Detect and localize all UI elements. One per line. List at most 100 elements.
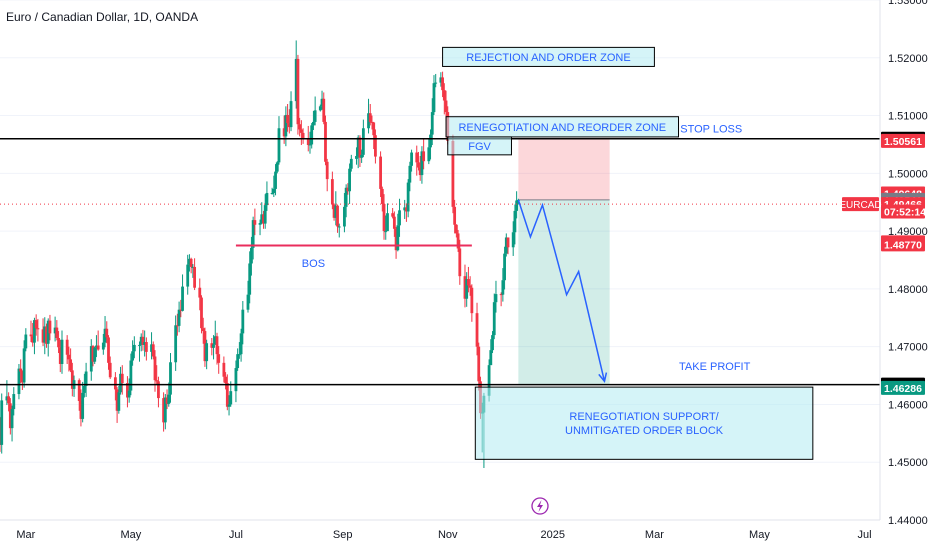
candle[interactable]: [181, 274, 184, 312]
candle[interactable]: [360, 149, 364, 163]
candle[interactable]: [179, 299, 183, 318]
candle[interactable]: [175, 313, 179, 336]
candle[interactable]: [227, 395, 231, 416]
candle[interactable]: [272, 175, 276, 198]
zone-box[interactable]: RENEGOTIATION AND REORDER ZONE: [445, 116, 680, 138]
candle[interactable]: [403, 199, 407, 219]
candle[interactable]: [203, 327, 207, 367]
candle[interactable]: [477, 342, 481, 391]
candle[interactable]: [322, 92, 326, 125]
candle[interactable]: [504, 233, 508, 257]
candle[interactable]: [284, 106, 288, 147]
candle[interactable]: [406, 179, 410, 218]
candle[interactable]: [275, 161, 279, 174]
target-zone[interactable]: [518, 199, 610, 385]
candle[interactable]: [69, 348, 73, 373]
candle[interactable]: [468, 276, 472, 296]
stop-zone[interactable]: [518, 139, 610, 200]
candle[interactable]: [310, 123, 314, 149]
candle[interactable]: [24, 328, 28, 352]
candle[interactable]: [193, 258, 196, 291]
zone-rect[interactable]: [445, 116, 680, 138]
candle[interactable]: [151, 341, 155, 360]
candle[interactable]: [22, 340, 26, 388]
candle[interactable]: [456, 229, 460, 252]
candle[interactable]: [82, 373, 86, 398]
candle[interactable]: [141, 329, 145, 351]
candle[interactable]: [0, 393, 4, 454]
candle[interactable]: [17, 364, 21, 400]
candle[interactable]: [398, 198, 401, 237]
candle[interactable]: [270, 187, 274, 195]
candle[interactable]: [349, 154, 353, 172]
candle[interactable]: [368, 104, 372, 126]
candle[interactable]: [91, 344, 95, 367]
candle[interactable]: [289, 91, 293, 132]
candle[interactable]: [308, 131, 312, 154]
candle[interactable]: [241, 301, 245, 345]
zone-box[interactable]: FGV: [447, 136, 512, 156]
candle[interactable]: [234, 360, 238, 403]
candle[interactable]: [298, 117, 302, 137]
candle[interactable]: [188, 254, 191, 272]
candle[interactable]: [470, 284, 474, 322]
candle[interactable]: [198, 278, 202, 311]
candle[interactable]: [370, 115, 374, 130]
candle[interactable]: [374, 129, 377, 164]
candle[interactable]: [287, 109, 291, 134]
candle[interactable]: [386, 203, 389, 232]
candle[interactable]: [453, 199, 457, 234]
candle[interactable]: [265, 181, 269, 211]
candle[interactable]: [343, 192, 346, 233]
candle[interactable]: [127, 378, 131, 403]
candle[interactable]: [10, 405, 14, 442]
candle[interactable]: [330, 171, 334, 210]
candle[interactable]: [105, 321, 109, 344]
candle[interactable]: [325, 158, 329, 192]
flash-icon[interactable]: [531, 497, 549, 515]
candle[interactable]: [408, 161, 412, 192]
candle[interactable]: [501, 268, 505, 302]
candle[interactable]: [77, 378, 81, 411]
candle[interactable]: [511, 221, 515, 256]
candle[interactable]: [200, 295, 203, 334]
candle[interactable]: [513, 204, 517, 245]
candle[interactable]: [41, 318, 45, 347]
candle[interactable]: [358, 135, 362, 167]
candle[interactable]: [237, 342, 241, 359]
candle[interactable]: [46, 318, 50, 357]
candle[interactable]: [499, 292, 503, 307]
candle[interactable]: [101, 333, 105, 355]
candle[interactable]: [465, 272, 469, 307]
candle[interactable]: [67, 346, 71, 372]
candle[interactable]: [262, 210, 265, 229]
candle[interactable]: [19, 359, 23, 384]
candle[interactable]: [506, 237, 510, 255]
candle[interactable]: [313, 96, 317, 126]
candle[interactable]: [348, 163, 351, 204]
candle[interactable]: [430, 98, 434, 146]
candle[interactable]: [286, 104, 289, 132]
candle[interactable]: [65, 335, 69, 364]
candle[interactable]: [167, 382, 171, 407]
candle[interactable]: [239, 328, 243, 362]
candle[interactable]: [212, 335, 215, 360]
candle[interactable]: [43, 317, 47, 355]
candle[interactable]: [427, 138, 431, 165]
candle[interactable]: [45, 323, 48, 348]
candle[interactable]: [420, 146, 424, 184]
candle[interactable]: [475, 302, 479, 356]
candle[interactable]: [117, 385, 121, 414]
candle[interactable]: [391, 208, 395, 219]
candle[interactable]: [210, 338, 214, 356]
candle[interactable]: [489, 339, 493, 366]
candle[interactable]: [205, 339, 209, 370]
candle[interactable]: [191, 264, 195, 278]
candle[interactable]: [294, 40, 298, 109]
candle[interactable]: [144, 337, 148, 361]
candle[interactable]: [132, 336, 136, 359]
candle[interactable]: [155, 365, 159, 385]
candle[interactable]: [126, 376, 129, 408]
zone-rect[interactable]: [442, 46, 655, 67]
candle[interactable]: [213, 320, 217, 345]
